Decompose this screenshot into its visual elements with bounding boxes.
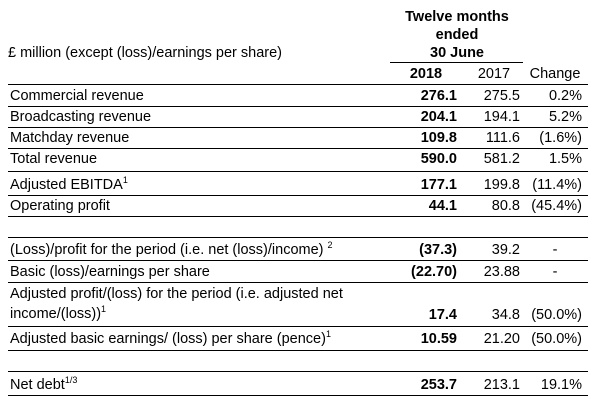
value-2017: 199.8 xyxy=(483,177,520,193)
value-2018: 276.1 xyxy=(420,88,457,104)
row-rule xyxy=(8,171,588,172)
header-rule-top xyxy=(8,84,588,85)
value-change: 1.5% xyxy=(548,151,582,167)
value-2018: 44.1 xyxy=(428,198,457,214)
row-label: Net debt1/3 xyxy=(10,376,77,394)
value-2018: 17.4 xyxy=(428,307,457,323)
row-label: Total revenue xyxy=(10,151,98,167)
row-rule xyxy=(8,282,588,283)
value-2017: 39.2 xyxy=(491,242,520,258)
row-label: Adjusted basic earnings/ (loss) per shar… xyxy=(10,330,331,348)
value-change: 19.1% xyxy=(540,377,582,393)
units-label: £ million (except (loss)/earnings per sh… xyxy=(8,45,282,61)
row-label: Commercial revenue xyxy=(10,88,144,104)
row-label: Basic (loss)/earnings per share xyxy=(10,264,210,280)
value-2017: 21.20 xyxy=(483,331,520,347)
value-change: (1.6%) xyxy=(539,130,582,146)
footnote-marker: 1/3 xyxy=(64,375,78,386)
row-rule xyxy=(8,106,588,107)
value-2018: (37.3) xyxy=(419,242,457,258)
period-heading-line3: 30 June xyxy=(430,45,484,61)
value-change: - xyxy=(552,264,558,280)
value-2017: 581.2 xyxy=(483,151,520,167)
row-label: Operating profit xyxy=(10,198,110,214)
value-2017: 213.1 xyxy=(483,377,520,393)
row-label-line1: Adjusted profit/(loss) for the period (i… xyxy=(10,286,343,302)
row-label-text: Net debt xyxy=(10,377,65,393)
header-rule-period xyxy=(390,62,523,63)
period-heading-line1: Twelve months xyxy=(405,9,509,25)
row-label-line2: income/(loss))1 xyxy=(10,305,106,323)
row-label: (Loss)/profit for the period (i.e. net (… xyxy=(10,241,333,259)
value-2017: 111.6 xyxy=(485,130,520,146)
section-rule xyxy=(8,371,588,372)
row-label-text: (Loss)/profit for the period (i.e. net (… xyxy=(10,242,324,258)
section-rule xyxy=(8,237,588,238)
footnote-marker: 1 xyxy=(325,329,331,340)
value-change: (45.4%) xyxy=(531,198,582,214)
column-header-2018: 2018 xyxy=(409,66,443,82)
value-2018: (22.70) xyxy=(411,264,457,280)
value-2018: 253.7 xyxy=(420,377,457,393)
value-change: 5.2% xyxy=(548,109,582,125)
footnote-marker: 2 xyxy=(327,240,333,251)
value-2018: 177.1 xyxy=(420,177,457,193)
value-change: (50.0%) xyxy=(531,331,582,347)
value-change: 0.2% xyxy=(548,88,582,104)
column-header-change: Change xyxy=(529,66,581,82)
row-rule xyxy=(8,260,588,261)
row-label-text: Adjusted EBITDA xyxy=(10,177,123,193)
period-heading-line2: ended xyxy=(435,27,479,43)
value-2017: 34.8 xyxy=(491,307,520,323)
value-2018: 109.8 xyxy=(420,130,457,146)
row-label: Broadcasting revenue xyxy=(10,109,152,125)
row-rule xyxy=(8,326,588,327)
value-change: - xyxy=(552,242,558,258)
value-2017: 275.5 xyxy=(483,88,520,104)
value-change: (11.4%) xyxy=(532,177,582,193)
value-2017: 80.8 xyxy=(491,198,520,214)
row-label: Matchday revenue xyxy=(10,130,130,146)
value-2018: 590.0 xyxy=(420,151,457,167)
column-header-2017: 2017 xyxy=(477,66,511,82)
row-label: Adjusted EBITDA1 xyxy=(10,176,128,194)
value-2017: 194.1 xyxy=(483,109,520,125)
row-rule xyxy=(8,195,588,196)
value-2018: 204.1 xyxy=(420,109,457,125)
row-rule xyxy=(8,148,588,149)
row-label-text: income/(loss)) xyxy=(10,306,102,322)
footnote-marker: 1 xyxy=(122,175,128,186)
footnote-marker: 1 xyxy=(101,304,107,315)
row-rule xyxy=(8,350,588,351)
value-2017: 23.88 xyxy=(483,264,520,280)
row-rule xyxy=(8,216,588,217)
value-change: (50.0%) xyxy=(531,307,582,323)
value-2018: 10.59 xyxy=(420,331,457,347)
row-label-text: Adjusted basic earnings/ (loss) per shar… xyxy=(10,331,326,347)
row-rule xyxy=(8,395,588,396)
row-rule xyxy=(8,127,588,128)
